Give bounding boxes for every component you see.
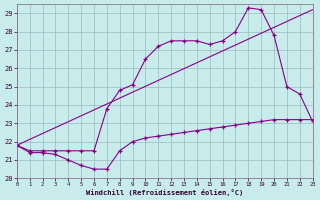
X-axis label: Windchill (Refroidissement éolien,°C): Windchill (Refroidissement éolien,°C) xyxy=(86,189,243,196)
